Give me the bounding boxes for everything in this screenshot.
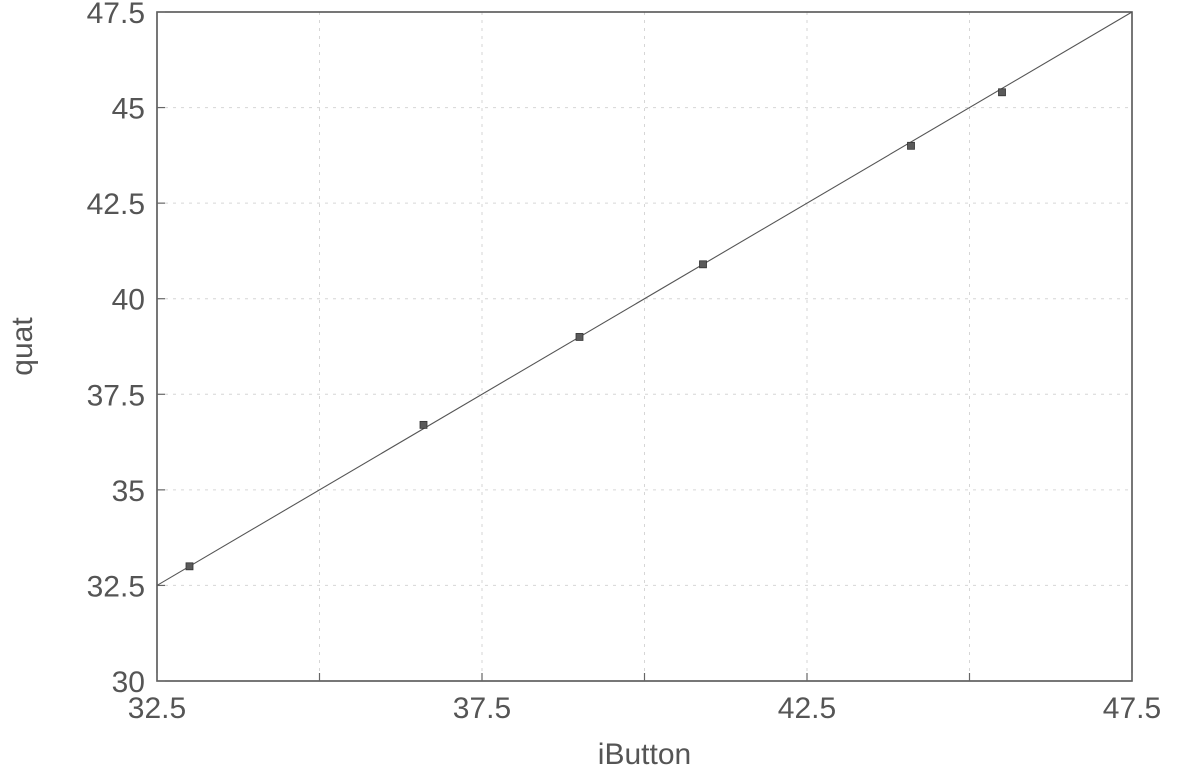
x-tick-label: 37.5 <box>453 692 511 725</box>
data-point <box>185 562 194 571</box>
y-tick-label: 30 <box>112 666 145 699</box>
data-point <box>998 88 1006 97</box>
data-point <box>699 260 707 269</box>
data-point <box>419 420 428 429</box>
reference-line <box>156 11 1133 586</box>
y-tick-label: 35 <box>112 475 145 508</box>
y-tick-label: 37.5 <box>87 379 145 412</box>
x-tick-label: 42.5 <box>778 692 836 725</box>
data-points <box>185 88 1006 571</box>
y-axis-label: quat <box>6 317 39 376</box>
x-tick-label: 32.5 <box>128 692 186 725</box>
y-tick-label: 32.5 <box>87 570 145 603</box>
y-tick-label: 42.5 <box>87 188 145 221</box>
x-tick-labels: 32.5 37.5 42.5 47.5 <box>128 692 1161 725</box>
data-point <box>575 333 584 341</box>
y-tick-label: 47.5 <box>87 0 145 30</box>
grid <box>156 11 1133 682</box>
axis-ticks <box>156 11 1133 682</box>
x-tick-label: 47.5 <box>1103 692 1161 725</box>
y-tick-labels: 30 32.5 35 37.5 40 42.5 45 47.5 <box>87 0 145 699</box>
data-point <box>907 141 915 150</box>
y-tick-label: 40 <box>112 284 145 317</box>
y-tick-label: 45 <box>112 93 145 126</box>
x-axis-label: iButton <box>598 738 691 771</box>
